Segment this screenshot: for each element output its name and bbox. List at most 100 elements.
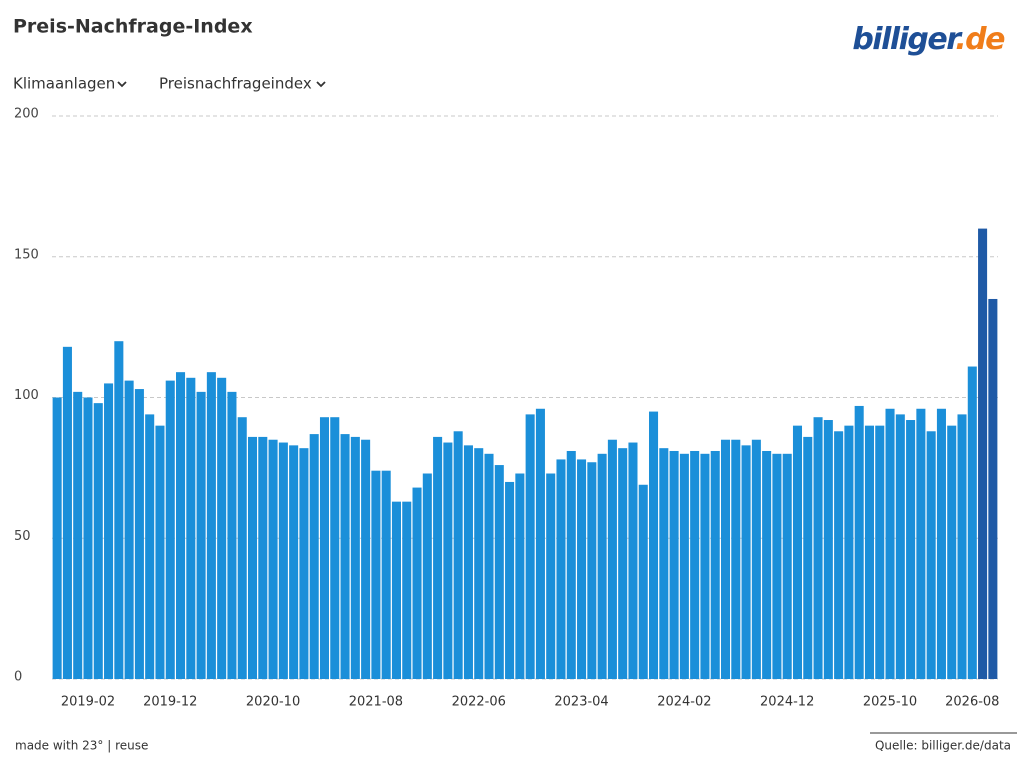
- bar: [155, 425, 165, 679]
- bar: [895, 414, 905, 679]
- bar: [649, 411, 659, 679]
- bar: [947, 425, 957, 679]
- bar: [844, 425, 854, 679]
- bar: [720, 439, 731, 679]
- y-tick-label: 50: [14, 529, 31, 544]
- bar: [782, 453, 792, 679]
- bar: [309, 434, 319, 679]
- bar: [823, 420, 833, 679]
- bar: [751, 439, 761, 679]
- bar: [330, 417, 340, 679]
- bar: [93, 403, 103, 679]
- x-tick-label: 2023-04: [554, 695, 608, 710]
- bar: [906, 420, 916, 679]
- y-tick-label: 150: [14, 247, 39, 262]
- logo-tld: .de: [955, 22, 1005, 57]
- bar: [104, 383, 114, 679]
- bar: [638, 484, 648, 679]
- bar: [885, 408, 895, 679]
- y-tick-label: 0: [14, 670, 22, 685]
- bar: [83, 397, 93, 679]
- bar: [52, 397, 62, 679]
- bar: [515, 473, 525, 679]
- bar: [628, 442, 638, 679]
- bar: [505, 481, 515, 679]
- bar: [535, 408, 545, 679]
- bar: [659, 448, 669, 679]
- bar: [227, 391, 237, 679]
- bar: [412, 487, 422, 679]
- bar: [494, 465, 504, 679]
- bar: [875, 425, 885, 679]
- bar: [145, 414, 155, 679]
- x-tick-label: 2021-08: [349, 695, 403, 710]
- x-tick-label: 2026-08: [945, 695, 999, 710]
- bar: [217, 377, 227, 679]
- bar: [278, 442, 288, 679]
- chevron[interactable]: [316, 81, 326, 88]
- chevron[interactable]: [117, 81, 127, 88]
- bar: [165, 380, 175, 679]
- bar: [926, 431, 936, 679]
- bar: [587, 462, 597, 679]
- bar: [484, 453, 494, 679]
- bar: [957, 414, 967, 679]
- bar: [525, 414, 535, 679]
- bar: [669, 450, 679, 679]
- bar: [679, 453, 689, 679]
- bar: [422, 473, 432, 679]
- bar: [247, 436, 258, 679]
- bar: [340, 434, 350, 679]
- bar: [433, 436, 443, 679]
- bar: [443, 442, 453, 679]
- bar: [258, 436, 268, 679]
- bar: [268, 439, 278, 679]
- bar: [371, 470, 381, 679]
- bar: [731, 439, 741, 679]
- x-tick-label: 2022-06: [452, 695, 506, 710]
- credit: made with 23° | reuse: [15, 739, 148, 753]
- filter-dropdown[interactable]: Preisnachfrageindex: [159, 75, 326, 93]
- filter-dropdown[interactable]: Klimaanlagen: [13, 75, 127, 93]
- bar: [463, 445, 473, 679]
- bar: [474, 448, 484, 679]
- bar: [597, 453, 607, 679]
- bar: [350, 436, 360, 679]
- filter-label[interactable]: Klimaanlagen: [13, 75, 115, 93]
- bar: [186, 377, 196, 679]
- bar: [62, 346, 72, 679]
- bar: [916, 408, 926, 679]
- bar: [700, 453, 710, 679]
- bar: [114, 341, 124, 679]
- y-tick-label: 200: [14, 107, 39, 122]
- bar: [618, 448, 628, 679]
- bar: [391, 501, 401, 679]
- bar: [813, 417, 823, 679]
- y-tick-label: 100: [14, 388, 39, 403]
- filter-label[interactable]: Preisnachfrageindex: [159, 75, 312, 93]
- x-tick-label: 2019-02: [61, 695, 115, 710]
- x-tick-label: 2020-10: [246, 695, 300, 710]
- bar: [206, 372, 216, 679]
- x-tick-label: 2024-02: [657, 695, 711, 710]
- x-tick-label: 2024-12: [760, 695, 814, 710]
- bar: [196, 391, 206, 679]
- bar: [124, 380, 134, 679]
- bar: [988, 298, 998, 679]
- bar: [936, 408, 946, 679]
- bar: [402, 501, 412, 679]
- bar: [762, 450, 772, 679]
- bar: [854, 405, 864, 679]
- bar: [978, 228, 988, 679]
- bar: [176, 372, 186, 679]
- bar: [319, 417, 330, 679]
- bar: [772, 453, 782, 679]
- bar: [967, 366, 977, 679]
- bar: [556, 459, 566, 679]
- source: Quelle: billiger.de/data: [875, 739, 1011, 753]
- bar: [792, 425, 803, 679]
- bar: [299, 448, 309, 679]
- bar: [710, 450, 720, 679]
- bar: [381, 470, 391, 679]
